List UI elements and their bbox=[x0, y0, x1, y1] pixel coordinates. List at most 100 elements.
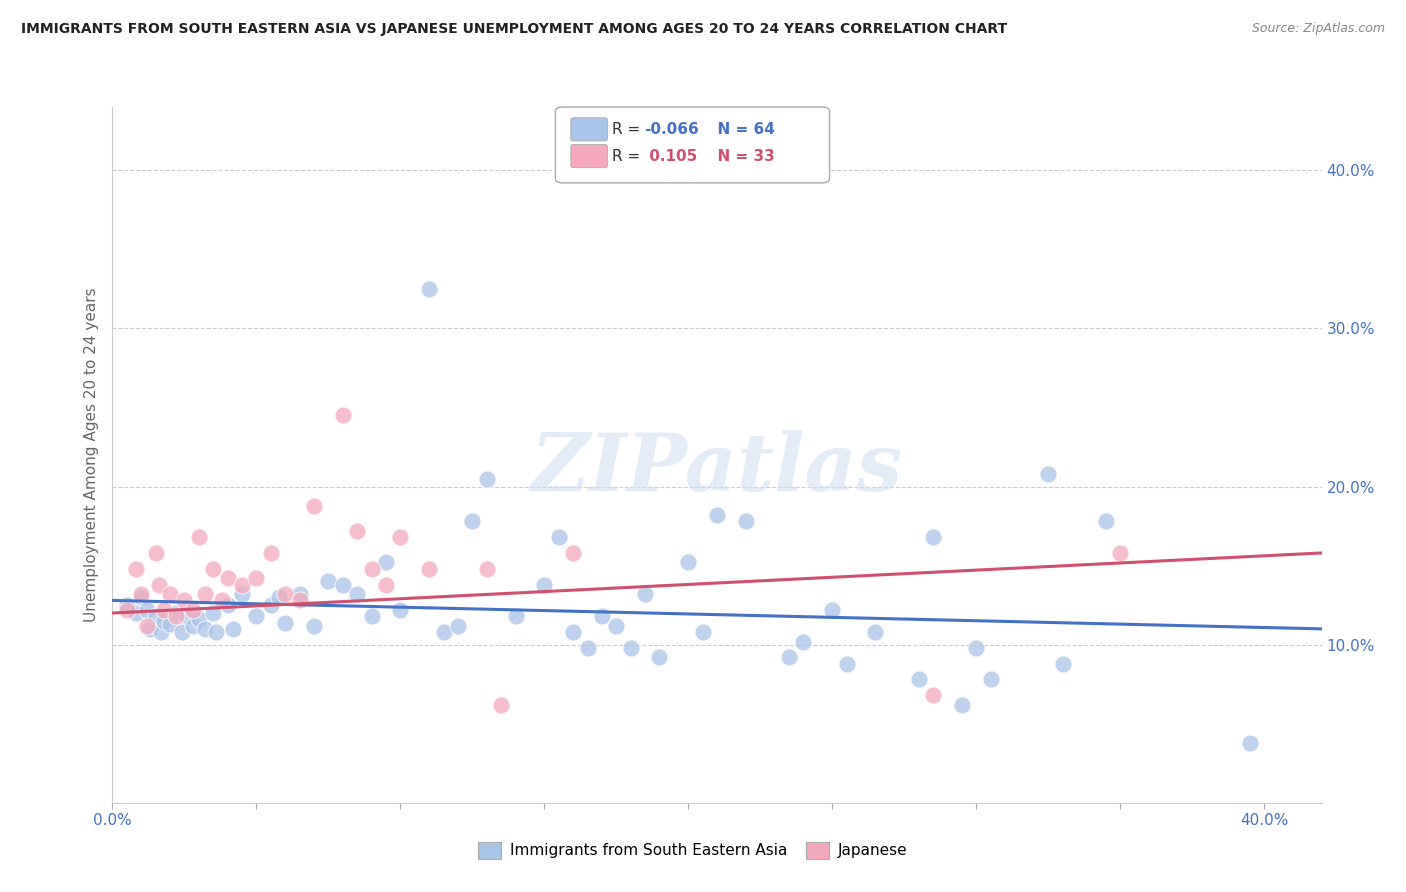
Point bbox=[124, 606, 146, 620]
Text: R =: R = bbox=[612, 122, 645, 136]
Text: N = 33: N = 33 bbox=[707, 149, 775, 163]
Point bbox=[170, 625, 193, 640]
Point bbox=[139, 622, 162, 636]
Point bbox=[165, 609, 187, 624]
Point bbox=[360, 562, 382, 576]
Point bbox=[245, 609, 267, 624]
Point bbox=[778, 650, 800, 665]
Point bbox=[245, 571, 267, 585]
Point bbox=[692, 625, 714, 640]
Text: ZIPatlas: ZIPatlas bbox=[531, 430, 903, 508]
Point bbox=[153, 603, 176, 617]
Point bbox=[591, 609, 613, 624]
Point bbox=[231, 577, 253, 591]
Legend: Immigrants from South Eastern Asia, Japanese: Immigrants from South Eastern Asia, Japa… bbox=[472, 836, 914, 864]
Point bbox=[907, 673, 929, 687]
Point bbox=[211, 593, 233, 607]
Point bbox=[148, 577, 170, 591]
Point bbox=[274, 615, 297, 630]
Point bbox=[418, 562, 440, 576]
Point bbox=[136, 618, 159, 632]
Point bbox=[217, 571, 239, 585]
Point bbox=[922, 688, 945, 702]
Point bbox=[375, 577, 398, 591]
Point bbox=[678, 556, 700, 570]
Text: 0.105: 0.105 bbox=[644, 149, 697, 163]
Point bbox=[634, 587, 657, 601]
Point bbox=[821, 603, 844, 617]
Point bbox=[1036, 467, 1059, 481]
Point bbox=[318, 574, 340, 589]
Point bbox=[269, 591, 291, 605]
Y-axis label: Unemployment Among Ages 20 to 24 years: Unemployment Among Ages 20 to 24 years bbox=[83, 287, 98, 623]
Point bbox=[181, 603, 204, 617]
Point bbox=[922, 530, 945, 544]
Text: -0.066: -0.066 bbox=[644, 122, 699, 136]
Point bbox=[418, 282, 440, 296]
Point bbox=[187, 530, 209, 544]
Point bbox=[231, 587, 253, 601]
Point bbox=[194, 622, 217, 636]
Point bbox=[150, 625, 173, 640]
Point bbox=[576, 640, 599, 655]
Point bbox=[1052, 657, 1074, 671]
Point bbox=[165, 606, 187, 620]
Point bbox=[375, 556, 398, 570]
Point bbox=[533, 577, 555, 591]
Point bbox=[835, 657, 858, 671]
Point bbox=[194, 587, 217, 601]
Point bbox=[332, 577, 354, 591]
Point bbox=[706, 508, 728, 522]
Point bbox=[129, 591, 152, 605]
Point bbox=[475, 472, 498, 486]
Point bbox=[202, 606, 225, 620]
Point bbox=[447, 618, 470, 632]
Point bbox=[1109, 546, 1132, 560]
Point bbox=[389, 603, 412, 617]
Point bbox=[202, 562, 225, 576]
Point bbox=[605, 618, 627, 632]
Point bbox=[115, 598, 138, 612]
Point bbox=[145, 546, 167, 560]
Point bbox=[222, 622, 245, 636]
Point bbox=[129, 587, 152, 601]
Point bbox=[302, 499, 325, 513]
Point bbox=[173, 593, 195, 607]
Point bbox=[489, 698, 512, 712]
Point bbox=[260, 598, 283, 612]
Point bbox=[648, 650, 671, 665]
Point bbox=[176, 609, 198, 624]
Point bbox=[346, 524, 368, 538]
Point bbox=[205, 625, 228, 640]
Point bbox=[288, 593, 311, 607]
Point bbox=[302, 618, 325, 632]
Text: N = 64: N = 64 bbox=[707, 122, 775, 136]
Point bbox=[505, 609, 527, 624]
Point bbox=[865, 625, 887, 640]
Point bbox=[115, 603, 138, 617]
Point bbox=[562, 625, 585, 640]
Point bbox=[980, 673, 1002, 687]
Point bbox=[475, 562, 498, 576]
Point bbox=[792, 634, 814, 648]
Point bbox=[547, 530, 569, 544]
Point bbox=[1239, 736, 1261, 750]
Point bbox=[145, 609, 167, 624]
Text: R =: R = bbox=[612, 149, 645, 163]
Point bbox=[360, 609, 382, 624]
Point bbox=[159, 587, 181, 601]
Point bbox=[950, 698, 973, 712]
Point bbox=[159, 617, 181, 632]
Point bbox=[124, 562, 146, 576]
Text: Source: ZipAtlas.com: Source: ZipAtlas.com bbox=[1251, 22, 1385, 36]
Point bbox=[260, 546, 283, 560]
Point bbox=[136, 603, 159, 617]
Text: IMMIGRANTS FROM SOUTH EASTERN ASIA VS JAPANESE UNEMPLOYMENT AMONG AGES 20 TO 24 : IMMIGRANTS FROM SOUTH EASTERN ASIA VS JA… bbox=[21, 22, 1007, 37]
Point bbox=[432, 625, 454, 640]
Point bbox=[181, 618, 204, 632]
Point bbox=[187, 612, 209, 626]
Point bbox=[620, 640, 643, 655]
Point bbox=[965, 640, 987, 655]
Point bbox=[288, 587, 311, 601]
Point bbox=[217, 598, 239, 612]
